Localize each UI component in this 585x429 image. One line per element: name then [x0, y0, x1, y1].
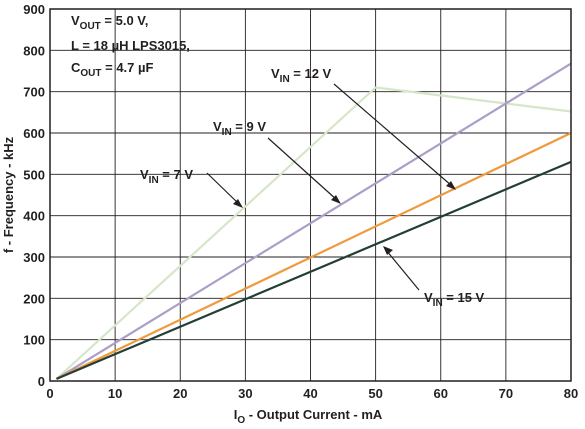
- x-tick-label: 80: [564, 386, 578, 401]
- arrow-7v-head: [233, 199, 243, 208]
- series-label-12v-text: VIN = 12 V: [271, 66, 332, 85]
- x-tick-label: 0: [46, 386, 53, 401]
- y-tick-label: 0: [38, 374, 45, 389]
- y-tick-label: 700: [23, 85, 45, 100]
- condition-inductor: L = 18 µH LPS3015,: [71, 38, 190, 53]
- x-tick-label: 20: [173, 386, 187, 401]
- condition-cout: COUT = 4.7 µF: [71, 60, 154, 79]
- x-tick-label: 10: [108, 386, 122, 401]
- y-tick-label: 900: [23, 2, 45, 17]
- y-axis-title: f - Frequency - kHz: [1, 136, 16, 253]
- x-tick-label: 50: [368, 386, 382, 401]
- arrow-7v: [206, 172, 241, 206]
- series-line-3: [56, 160, 572, 380]
- plot-border: [49, 8, 572, 382]
- series-label-9v-text: VIN = 9 V: [213, 119, 266, 138]
- series-label-7v-text: VIN = 7 V: [140, 167, 193, 186]
- arrow-15v-head: [383, 246, 393, 255]
- series-label-12v: VIN = 12 V: [271, 66, 456, 190]
- y-tick-label: 800: [23, 43, 45, 58]
- y-tick-label: 300: [23, 250, 45, 265]
- chart-series: [55, 62, 572, 380]
- y-tick-label: 600: [23, 126, 45, 141]
- y-tick-label: 200: [23, 291, 45, 306]
- series-line-1: [55, 62, 572, 380]
- y-tick-label: 400: [23, 209, 45, 224]
- arrow-15v: [385, 249, 420, 291]
- condition-vout: VOUT = 5.0 V,: [71, 13, 148, 32]
- series-label-9v: VIN = 9 V: [213, 119, 341, 204]
- x-tick-label: 70: [499, 386, 513, 401]
- x-tick-label: 40: [303, 386, 317, 401]
- x-tick-label: 30: [238, 386, 252, 401]
- series-label-15v-text: VIN = 15 V: [424, 290, 485, 309]
- conditions-annotation: VOUT = 5.0 V, L = 18 µH LPS3015, COUT = …: [71, 13, 190, 79]
- tick-labels: 0 10 20 30 40 50 60 70 8001002003004005006007008…: [23, 2, 578, 401]
- arrow-12v-head: [446, 181, 456, 190]
- x-tick-label: 60: [434, 386, 448, 401]
- arrow-12v: [333, 83, 453, 187]
- x-axis-title: IO - Output Current - mA: [234, 407, 383, 426]
- arrow-9v: [267, 137, 338, 201]
- series-line-2: [56, 132, 572, 380]
- series-label-7v: VIN = 7 V: [140, 167, 243, 208]
- series-label-15v: VIN = 15 V: [383, 246, 485, 309]
- y-tick-label: 100: [23, 333, 45, 348]
- arrow-9v-head: [331, 195, 341, 204]
- y-tick-label: 500: [23, 167, 45, 182]
